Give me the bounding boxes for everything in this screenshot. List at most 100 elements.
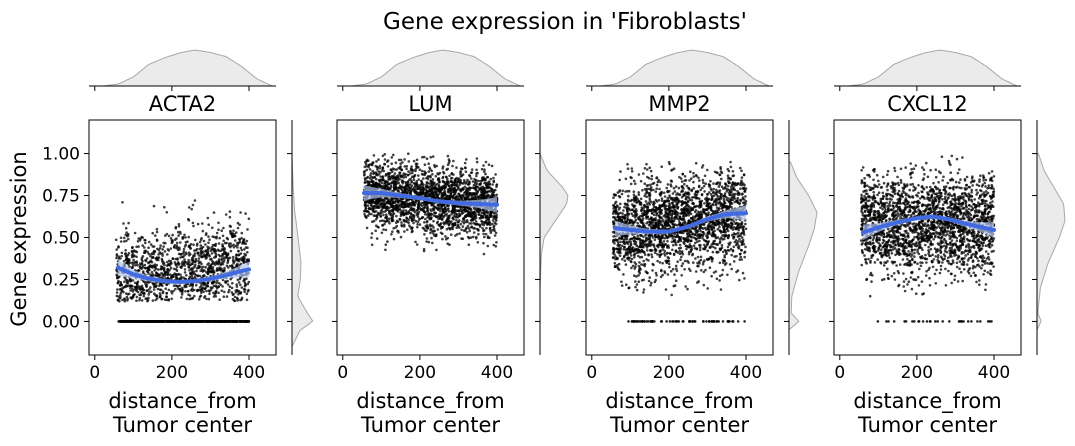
data-point — [207, 235, 210, 238]
data-point — [416, 220, 420, 223]
data-point — [691, 196, 694, 199]
data-point — [465, 158, 468, 161]
x-tick-label: 0 — [337, 363, 348, 383]
data-point — [243, 248, 246, 251]
data-point — [382, 228, 385, 231]
data-point — [431, 207, 435, 210]
data-point — [381, 198, 384, 201]
data-point — [473, 194, 477, 198]
data-point — [480, 211, 484, 215]
data-point — [430, 236, 433, 240]
data-point — [206, 284, 209, 288]
data-point — [161, 290, 165, 294]
data-point — [403, 230, 406, 233]
data-point — [686, 259, 689, 263]
data-point — [180, 296, 183, 299]
data-point — [391, 230, 394, 233]
data-point — [202, 239, 206, 243]
data-point — [395, 224, 399, 228]
data-point — [154, 234, 157, 237]
data-point — [155, 227, 159, 231]
data-point — [706, 249, 709, 253]
data-point — [217, 291, 220, 295]
data-point — [450, 212, 454, 216]
data-point — [212, 211, 216, 214]
data-point — [244, 212, 247, 215]
data-point — [474, 213, 478, 217]
data-point — [407, 170, 410, 173]
data-point — [387, 217, 391, 220]
data-point — [374, 181, 378, 185]
data-point — [221, 245, 224, 248]
data-point — [167, 234, 171, 238]
scatter-points — [114, 199, 251, 323]
data-point — [404, 209, 408, 212]
data-point — [204, 265, 207, 269]
data-point — [244, 242, 247, 245]
data-point — [184, 236, 187, 239]
data-point — [409, 167, 413, 170]
data-point — [718, 225, 721, 229]
data-point — [186, 289, 190, 293]
data-point — [201, 229, 205, 233]
data-point — [199, 252, 203, 256]
data-point — [203, 295, 207, 298]
data-point — [414, 219, 418, 223]
data-point — [422, 210, 426, 213]
data-point — [177, 225, 181, 228]
data-point — [129, 277, 132, 281]
data-point — [125, 285, 129, 288]
data-point — [199, 269, 202, 273]
data-point — [115, 294, 119, 298]
data-point — [377, 200, 381, 203]
data-point — [472, 212, 475, 215]
data-point — [438, 224, 442, 228]
data-point — [447, 182, 450, 185]
data-point — [443, 222, 446, 226]
marginal-y-density — [291, 153, 314, 347]
data-point — [169, 266, 173, 270]
data-point — [482, 176, 485, 179]
data-point — [465, 206, 469, 209]
data-point — [141, 292, 145, 295]
data-point — [415, 182, 419, 185]
data-point — [433, 229, 437, 233]
data-point — [247, 217, 251, 220]
data-point — [158, 284, 161, 288]
data-point — [388, 210, 392, 214]
data-point — [391, 170, 394, 173]
data-point — [135, 245, 138, 249]
data-point — [458, 183, 461, 187]
data-point — [235, 264, 238, 268]
data-point — [121, 201, 124, 204]
data-point — [465, 193, 469, 197]
data-point — [207, 223, 210, 226]
data-point — [221, 278, 225, 282]
data-point — [384, 243, 388, 246]
data-point — [471, 180, 475, 183]
data-point — [171, 257, 175, 261]
data-point — [221, 261, 224, 264]
data-point — [196, 222, 200, 226]
data-point — [655, 183, 659, 187]
data-point — [163, 298, 167, 302]
data-point — [117, 279, 120, 283]
data-point — [240, 296, 244, 300]
data-point — [404, 175, 408, 179]
data-point — [470, 194, 474, 197]
data-point-zero — [227, 320, 231, 323]
data-point — [149, 254, 152, 258]
data-point — [415, 164, 418, 167]
data-point — [149, 286, 152, 289]
data-point — [420, 169, 424, 173]
data-point — [491, 183, 494, 186]
data-point — [165, 264, 169, 268]
data-point — [396, 229, 399, 233]
data-point — [220, 289, 224, 293]
data-point — [127, 221, 130, 225]
data-point — [470, 171, 474, 174]
data-point — [193, 249, 196, 252]
data-point — [150, 256, 154, 260]
data-point — [164, 234, 167, 237]
data-point — [379, 175, 382, 178]
